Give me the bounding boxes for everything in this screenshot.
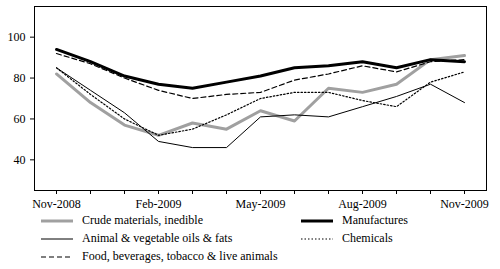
html-text:Food, beverages, tobacco & liv: Food, beverages, tobacco & live animals	[82, 249, 278, 263]
svg-text:80: 80	[14, 71, 26, 85]
svg-text:May-2009: May-2009	[236, 197, 286, 211]
html-text:Crude materials, inedible: Crude materials, inedible	[82, 213, 203, 227]
svg-text:Feb-2009: Feb-2009	[136, 197, 182, 211]
html-text:Manufactures: Manufactures	[342, 213, 408, 227]
html-text:Animal & vegetable oils & fats: Animal & vegetable oils & fats	[82, 231, 233, 245]
svg-text:Aug-2009: Aug-2009	[338, 197, 387, 211]
svg-text:60: 60	[14, 112, 26, 126]
svg-text:Nov-2008: Nov-2008	[32, 197, 81, 211]
svg-text:40: 40	[14, 153, 26, 167]
svg-text:Nov-2009: Nov-2009	[440, 197, 489, 211]
html-text:Chemicals: Chemicals	[342, 231, 393, 245]
svg-text:100: 100	[8, 30, 26, 44]
